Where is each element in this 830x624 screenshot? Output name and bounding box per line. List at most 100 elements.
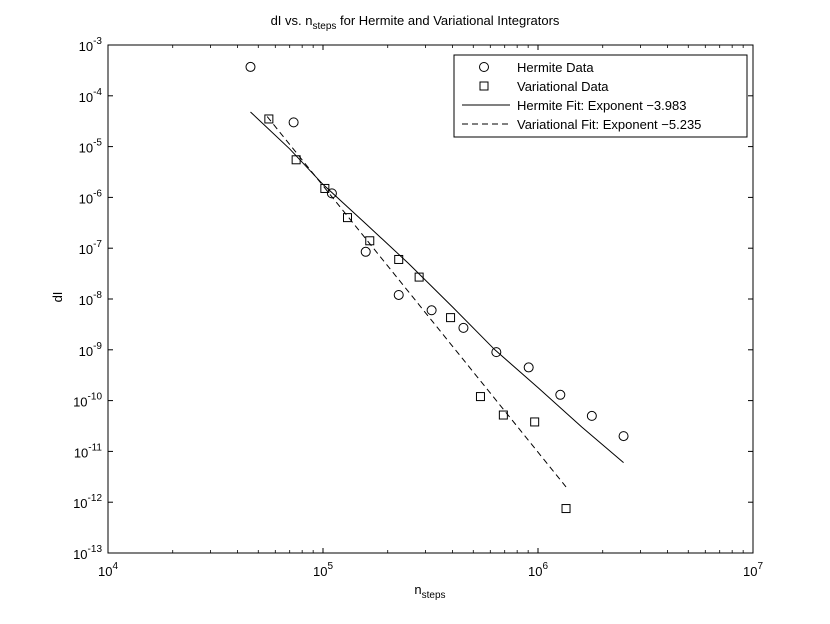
data-point-circle <box>458 322 469 333</box>
y-tick-label: 10-7 <box>79 239 103 257</box>
data-point-circle <box>393 289 404 300</box>
data-point-circle <box>491 347 502 358</box>
legend-entry: Hermite Data <box>479 60 594 75</box>
y-tick-label-base: 10 <box>73 547 87 562</box>
series-layer <box>245 61 629 514</box>
y-tick-label-base: 10 <box>79 90 93 105</box>
legend: Hermite Data Variational Data Hermite Fit:… <box>453 54 748 138</box>
y-tick-label-base: 10 <box>73 395 87 410</box>
y-tick: 10-10 <box>73 392 753 410</box>
data-point-circle <box>523 362 534 373</box>
x-tick-label-exponent: 6 <box>542 561 548 572</box>
data-point-square <box>561 504 571 514</box>
data-point-square <box>394 254 404 264</box>
y-tick-label-exponent: -6 <box>93 188 102 199</box>
x-tick-label-exponent: 7 <box>757 561 763 572</box>
y-tick-label: 10-13 <box>73 544 102 562</box>
x-tick: 105 <box>313 45 333 579</box>
y-tick-label: 10-3 <box>79 36 103 54</box>
x-tick-label-base: 10 <box>528 564 542 579</box>
legend-entry: Variational Data <box>479 79 609 94</box>
y-tick-label-exponent: -13 <box>88 544 103 555</box>
y-tick-label: 10-5 <box>79 138 103 156</box>
series-2 <box>250 111 624 464</box>
legend-label: Hermite Data <box>517 60 594 75</box>
data-point-circle <box>586 410 597 421</box>
y-tick-label-exponent: -4 <box>93 87 102 98</box>
x-tick-label: 104 <box>98 561 118 579</box>
y-tick-label-exponent: -3 <box>93 36 102 47</box>
data-point-square <box>365 236 375 246</box>
y-axis-ticks: 10-310-410-510-610-710-810-910-1010-1110… <box>73 36 753 562</box>
data-point-square <box>498 410 508 420</box>
y-tick-label-exponent: -12 <box>88 493 103 504</box>
y-tick: 10-9 <box>79 341 753 359</box>
x-axis-label-text: nsteps <box>414 582 445 601</box>
y-tick: 10-11 <box>74 442 753 460</box>
data-point-square <box>320 183 330 193</box>
legend-entry: Hermite Fit: Exponent −3.983 <box>462 98 686 113</box>
x-axis-label-main: n <box>414 582 421 597</box>
x-tick-label-base: 10 <box>743 564 757 579</box>
legend-box <box>453 54 748 138</box>
y-tick-label-base: 10 <box>79 242 93 257</box>
y-tick-label: 10-11 <box>74 442 103 460</box>
y-tick-label-exponent: -9 <box>93 341 102 352</box>
data-point-circle <box>426 305 437 316</box>
y-tick: 10-5 <box>79 138 753 156</box>
y-tick-label-base: 10 <box>73 496 87 511</box>
y-tick-label-base: 10 <box>79 293 93 308</box>
x-axis-ticks: 104 105 106 107 <box>98 45 763 579</box>
data-point-circle <box>326 188 337 199</box>
y-tick-label-exponent: -11 <box>88 442 102 453</box>
y-tick-label: 10-9 <box>79 341 103 359</box>
data-point-circle <box>245 61 256 72</box>
chart-title-text: dI vs. nsteps for Hermite and Variationa… <box>271 13 560 32</box>
data-point-circle <box>555 389 566 400</box>
y-tick-label-base: 10 <box>79 141 93 156</box>
y-tick: 10-3 <box>79 36 753 54</box>
chart-title-rest: for Hermite and Variational Integrators <box>336 13 560 28</box>
x-tick-label-base: 10 <box>98 564 112 579</box>
x-tick-label: 107 <box>743 561 763 579</box>
x-tick-label: 106 <box>528 561 548 579</box>
x-tick: 104 <box>98 45 118 579</box>
chart-title-main: dI vs. n <box>271 13 313 28</box>
y-tick-label: 10-8 <box>79 290 103 308</box>
x-tick: 106 <box>528 45 548 579</box>
y-tick-label: 10-4 <box>79 87 103 105</box>
legend-label: Hermite Fit: Exponent −3.983 <box>517 98 686 113</box>
x-tick-label: 105 <box>313 561 333 579</box>
x-tick-label-exponent: 4 <box>112 561 118 572</box>
y-axis-label-text: dI <box>50 292 65 303</box>
y-tick-label-base: 10 <box>79 191 93 206</box>
x-axis-label: nsteps <box>414 582 445 601</box>
x-tick: 107 <box>743 45 763 579</box>
y-tick-label-exponent: -7 <box>93 239 102 250</box>
y-tick: 10-12 <box>73 493 753 511</box>
y-axis-label: dI <box>50 292 65 303</box>
data-point-circle <box>288 117 299 128</box>
legend-label: Variational Fit: Exponent −5.235 <box>517 117 701 132</box>
y-tick-label-exponent: -5 <box>93 138 102 149</box>
data-point-circle <box>618 431 629 442</box>
data-point-circle <box>360 246 371 257</box>
data-point-square <box>264 114 274 124</box>
y-tick-label: 10-10 <box>73 392 102 410</box>
y-tick-label-exponent: -8 <box>93 290 102 301</box>
x-tick-label-exponent: 5 <box>327 561 333 572</box>
y-tick-label-exponent: -10 <box>88 392 103 403</box>
y-tick: 10-8 <box>79 290 753 308</box>
y-tick: 10-7 <box>79 239 753 257</box>
y-tick-label: 10-12 <box>73 493 102 511</box>
y-tick-label-base: 10 <box>74 445 88 460</box>
y-tick-label: 10-6 <box>79 188 103 206</box>
legend-circle-swatch <box>479 62 489 72</box>
y-tick-label-base: 10 <box>79 344 93 359</box>
data-point-square <box>342 213 352 223</box>
y-tick-label-base: 10 <box>79 39 93 54</box>
legend-square-swatch <box>479 81 489 91</box>
legend-label: Variational Data <box>517 79 609 94</box>
